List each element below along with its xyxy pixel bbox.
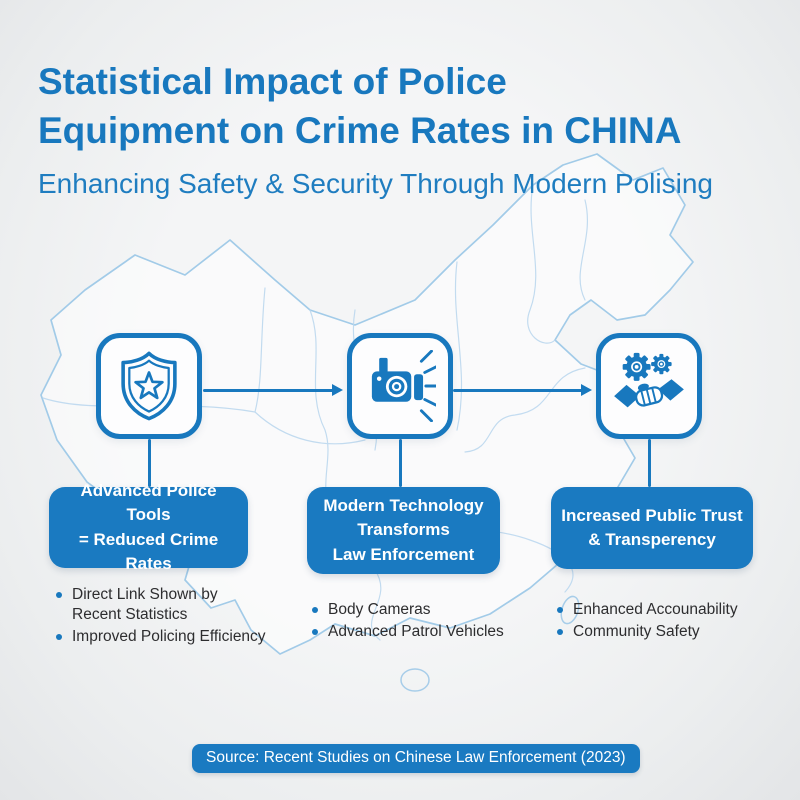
icon-card-police-tools — [96, 333, 202, 439]
page-title: Statistical Impact of Police Equipment o… — [38, 57, 681, 155]
heading-line: Advanced Police Tools — [80, 481, 217, 525]
list-item: Body Cameras — [311, 600, 536, 620]
title-line-2: Equipment on Crime Rates in CHINA — [38, 110, 682, 151]
bullet-dot — [557, 607, 563, 613]
connector-drop-1 — [148, 439, 151, 487]
heading-card-modern-technology: Modern Technology Transforms Law Enforce… — [307, 487, 500, 574]
bullet-dot — [56, 592, 62, 598]
heading-line: Increased Public Trust — [561, 505, 743, 525]
body-camera-icon — [371, 350, 436, 422]
bullet-list-public-trust: Enhanced Accounability Community Safety — [556, 600, 781, 644]
handshake-gears-icon — [614, 352, 684, 408]
icon-card-public-trust — [596, 333, 702, 439]
list-item: Community Safety — [556, 622, 781, 642]
heading-line: = Reduced Crime Rates — [78, 529, 219, 573]
heading-card-police-tools: Advanced Police Tools = Reduced Crime Ra… — [49, 481, 248, 573]
heading-card-public-trust: Increased Public Trust & Transperency — [551, 487, 753, 569]
china-map-background — [40, 153, 694, 692]
heading-line: Law Enforcement — [332, 544, 475, 564]
police-shield-star-icon — [121, 351, 177, 421]
heading-line: Transforms — [357, 520, 450, 540]
bullet-dot — [312, 629, 318, 635]
bullet-dot — [312, 607, 318, 613]
bullet-dot — [557, 629, 563, 635]
connector-drop-2 — [399, 439, 402, 487]
list-item: Advanced Patrol Vehicles — [311, 622, 536, 642]
arrow-right-icon — [332, 384, 343, 396]
page-subtitle: Enhancing Safety & Security Through Mode… — [38, 168, 713, 199]
connector-line-2 — [453, 389, 583, 392]
bullet-list-police-tools: Direct Link Shown by Recent Statistics I… — [55, 585, 280, 649]
heading-line: Modern Technology — [323, 496, 484, 516]
list-item: Improved Policing Efficiency — [55, 627, 280, 647]
list-item: Direct Link Shown by Recent Statistics — [55, 585, 280, 625]
bullet-dot — [56, 634, 62, 640]
connector-line-1 — [203, 389, 334, 392]
connector-drop-3 — [648, 439, 651, 487]
icon-card-modern-technology — [347, 333, 453, 439]
arrow-right-icon — [581, 384, 592, 396]
bullet-list-modern-technology: Body Cameras Advanced Patrol Vehicles — [311, 600, 536, 644]
source-badge: Source: Recent Studies on Chinese Law En… — [192, 744, 640, 773]
list-item: Enhanced Accounability — [556, 600, 781, 620]
title-line-1: Statistical Impact of Police — [38, 61, 507, 102]
heading-line: & Transperency — [588, 530, 716, 549]
